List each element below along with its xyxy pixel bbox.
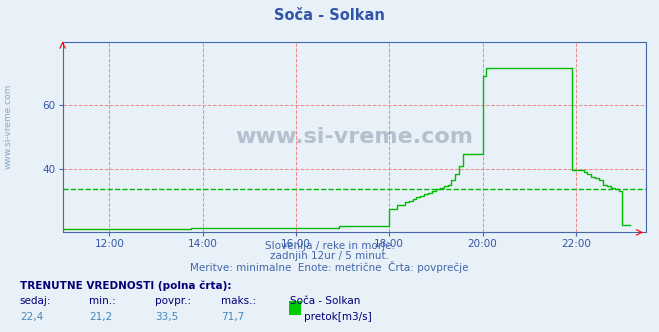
Text: sedaj:: sedaj: (20, 296, 51, 306)
Text: 22,4: 22,4 (20, 312, 43, 322)
Text: 21,2: 21,2 (89, 312, 112, 322)
Text: zadnjih 12ur / 5 minut.: zadnjih 12ur / 5 minut. (270, 251, 389, 261)
Text: Slovenija / reke in morje.: Slovenija / reke in morje. (264, 241, 395, 251)
Text: Meritve: minimalne  Enote: metrične  Črta: povprečje: Meritve: minimalne Enote: metrične Črta:… (190, 261, 469, 273)
Text: 71,7: 71,7 (221, 312, 244, 322)
Text: min.:: min.: (89, 296, 116, 306)
Text: www.si-vreme.com: www.si-vreme.com (4, 83, 13, 169)
Text: povpr.:: povpr.: (155, 296, 191, 306)
Text: maks.:: maks.: (221, 296, 256, 306)
Text: 33,5: 33,5 (155, 312, 178, 322)
Text: Soča - Solkan: Soča - Solkan (274, 8, 385, 23)
Text: www.si-vreme.com: www.si-vreme.com (235, 127, 473, 147)
Text: Soča - Solkan: Soča - Solkan (290, 296, 360, 306)
Text: TRENUTNE VREDNOSTI (polna črta):: TRENUTNE VREDNOSTI (polna črta): (20, 281, 231, 291)
Text: pretok[m3/s]: pretok[m3/s] (304, 312, 372, 322)
